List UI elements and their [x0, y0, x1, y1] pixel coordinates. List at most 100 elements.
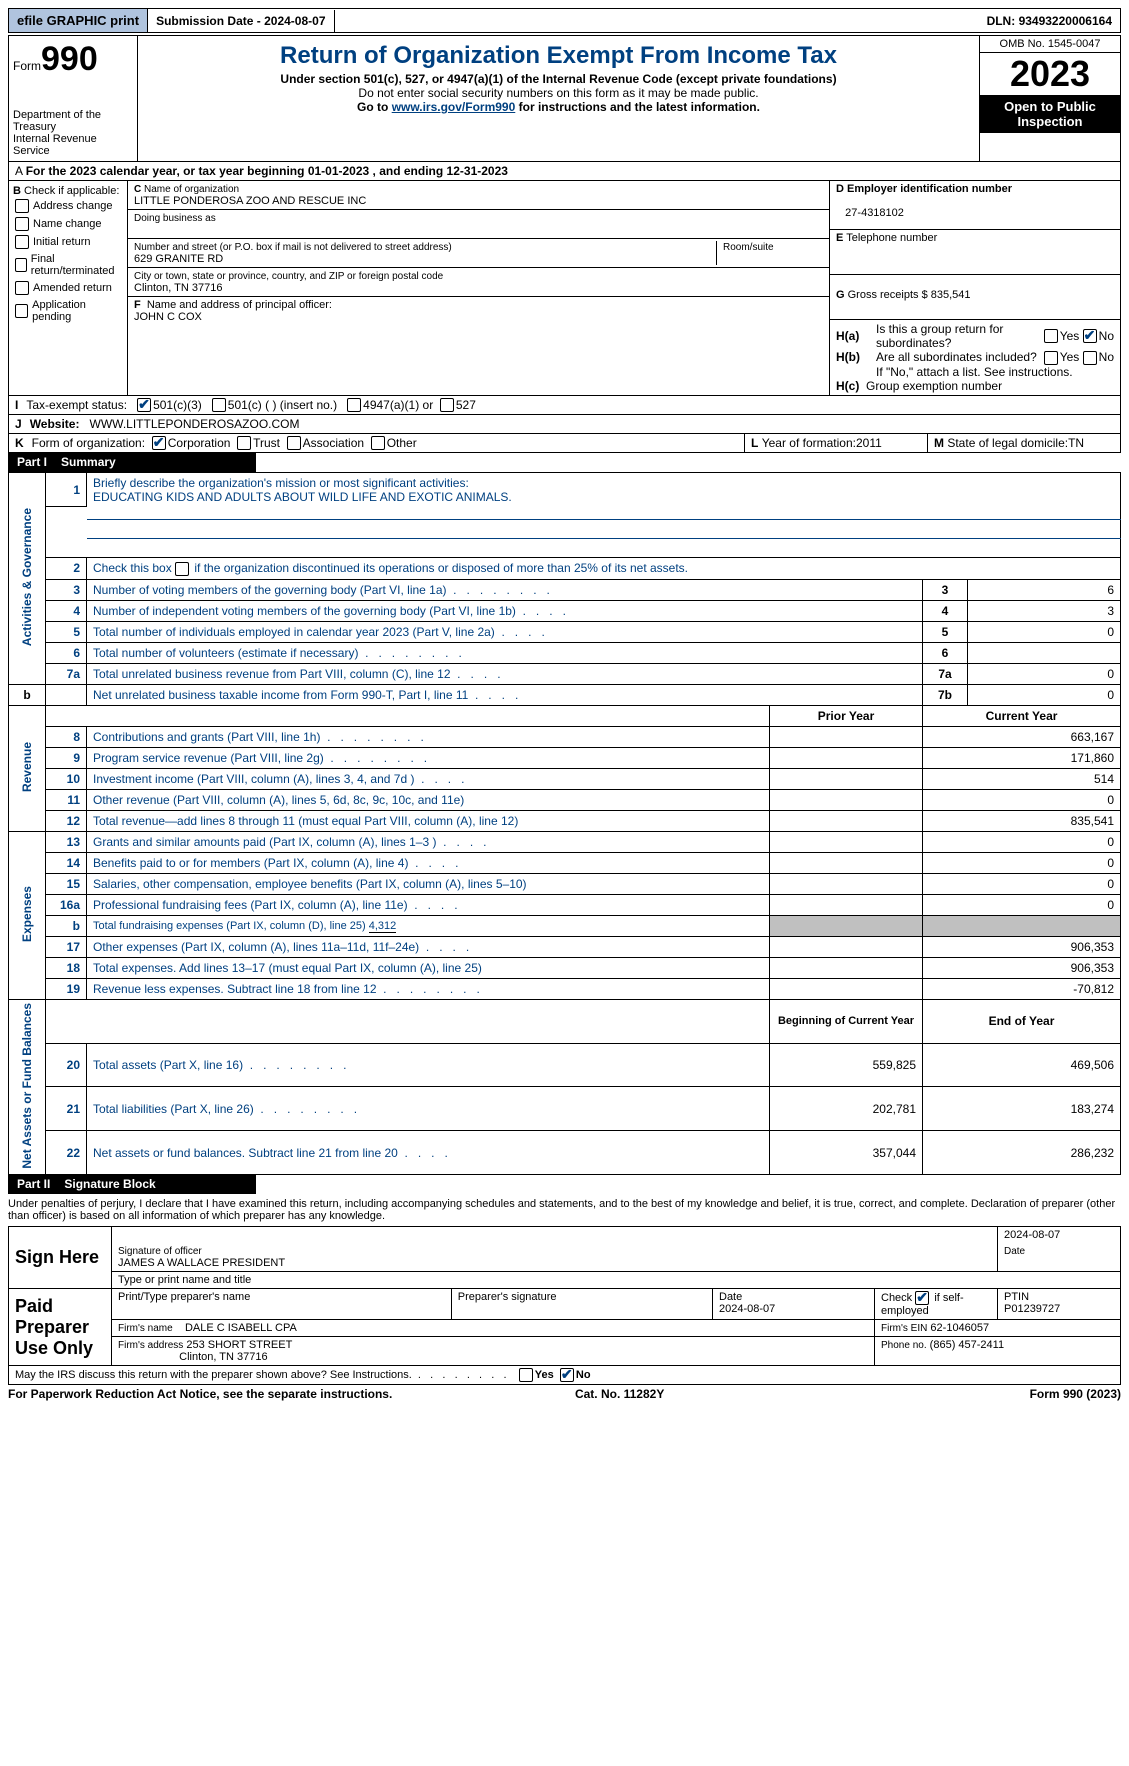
checkbox-icon[interactable] — [175, 562, 189, 576]
checkbox-icon[interactable] — [152, 436, 166, 450]
row-15: 15Salaries, other compensation, employee… — [9, 873, 1121, 894]
tax-year: 2023 — [980, 53, 1120, 95]
f-letter: F — [134, 299, 141, 311]
pdate: 2024-08-07 — [719, 1303, 775, 1315]
dept-line1: Department of the Treasury — [13, 109, 133, 133]
row-11: 11Other revenue (Part VIII, column (A), … — [9, 789, 1121, 810]
checkbox-icon[interactable] — [560, 1368, 574, 1382]
r8-val: 663,167 — [923, 726, 1121, 747]
r17-desc: Other expenses (Part IX, column (A), lin… — [93, 940, 419, 954]
dba-box: Doing business as — [128, 210, 829, 239]
omb-number: OMB No. 1545-0047 — [980, 36, 1120, 53]
form-id: Form990 Department of the Treasury Inter… — [9, 36, 138, 161]
faddr-label: Firm's address — [118, 1340, 183, 1351]
checkbox-icon[interactable] — [347, 398, 361, 412]
r7b-desc: Net unrelated business taxable income fr… — [93, 688, 468, 702]
ha-letter: H(a) — [836, 329, 859, 343]
row-m: M State of legal domicile: TN — [928, 434, 1121, 453]
r18-val: 906,353 — [923, 957, 1121, 978]
row-20: 20Total assets (Part X, line 16)559,8254… — [9, 1043, 1121, 1087]
opt-name: Name change — [33, 218, 102, 230]
faddr1: 253 SHORT STREET — [186, 1339, 292, 1351]
hdr-boy: Beginning of Current Year — [770, 999, 923, 1043]
k-letter: K — [15, 436, 24, 450]
i-label: Tax-exempt status: — [26, 398, 127, 412]
checkbox-icon[interactable] — [1044, 351, 1058, 365]
chk-name-change[interactable]: Name change — [13, 215, 123, 233]
c-letter: C — [134, 184, 141, 195]
check-label: Check — [881, 1292, 912, 1304]
i-501c: 501(c) ( ) (insert no.) — [228, 398, 337, 412]
faddr2: Clinton, TN 37716 — [179, 1351, 267, 1363]
row-1: Activities & Governance 1 Briefly descri… — [9, 472, 1121, 507]
r10-desc: Investment income (Part VIII, column (A)… — [93, 772, 414, 786]
r21-val: 183,274 — [923, 1087, 1121, 1131]
r20-desc: Total assets (Part X, line 16) — [93, 1058, 243, 1072]
row-18: 18Total expenses. Add lines 13–17 (must … — [9, 957, 1121, 978]
checkbox-icon[interactable] — [212, 398, 226, 412]
phone-label: Telephone number — [846, 232, 937, 244]
dln-label: DLN: — [987, 14, 1019, 28]
r17-val: 906,353 — [923, 936, 1121, 957]
r22-desc: Net assets or fund balances. Subtract li… — [93, 1146, 398, 1160]
title-sub3: Go to www.irs.gov/Form990 for instructio… — [142, 100, 975, 114]
row-hdr1: Revenue Prior Year Current Year — [9, 705, 1121, 726]
chk-initial-return[interactable]: Initial return — [13, 233, 123, 251]
a-mid: , and ending — [369, 164, 446, 178]
dln: DLN: 93493220006164 — [979, 10, 1120, 32]
l-val: 2011 — [856, 436, 882, 450]
checkbox-icon[interactable] — [1083, 351, 1097, 365]
org-name: LITTLE PONDEROSA ZOO AND RESCUE INC — [134, 195, 366, 207]
k-corp: Corporation — [168, 436, 231, 450]
part1-table: Activities & Governance 1 Briefly descri… — [8, 472, 1121, 1175]
m-letter: M — [934, 436, 944, 450]
checkbox-icon[interactable] — [1044, 329, 1058, 343]
r21-p: 202,781 — [770, 1087, 923, 1131]
opt-final: Final return/terminated — [31, 253, 121, 277]
row-4: 4Number of independent voting members of… — [9, 600, 1121, 621]
r19-desc: Revenue less expenses. Subtract line 18 … — [93, 982, 377, 996]
row-8: 8Contributions and grants (Part VIII, li… — [9, 726, 1121, 747]
top-bar: efile GRAPHIC print Submission Date - 20… — [8, 8, 1121, 33]
foot-mid: Cat. No. 11282Y — [575, 1387, 664, 1401]
checkbox-icon — [15, 258, 27, 272]
efile-print-button[interactable]: efile GRAPHIC print — [9, 9, 148, 32]
checkbox-icon[interactable] — [287, 436, 301, 450]
checkbox-icon[interactable] — [440, 398, 454, 412]
yes2: Yes — [1060, 350, 1080, 364]
part1-num: Part I — [17, 455, 47, 469]
chk-amended-return[interactable]: Amended return — [13, 279, 123, 297]
hb-label: Are all subordinates included? — [876, 350, 1044, 364]
row-2: 2 Check this box if the organization dis… — [9, 557, 1121, 579]
r16b-desc: Total fundraising expenses (Part IX, col… — [93, 920, 369, 932]
instructions-link[interactable]: www.irs.gov/Form990 — [392, 100, 516, 114]
chk-app-pending[interactable]: Application pending — [13, 297, 123, 325]
checkbox-icon[interactable] — [371, 436, 385, 450]
r5-val: 0 — [968, 621, 1121, 642]
part1-header: Part I Summary — [8, 453, 256, 472]
checkbox-icon[interactable] — [519, 1368, 533, 1382]
opt-initial: Initial return — [33, 236, 90, 248]
city-value: Clinton, TN 37716 — [134, 282, 222, 294]
checkbox-icon[interactable] — [915, 1291, 929, 1305]
r9-val: 171,860 — [923, 747, 1121, 768]
open-to-public: Open to Public Inspection — [980, 95, 1120, 133]
submission-value: 2024-08-07 — [264, 14, 325, 28]
goto-suffix: for instructions and the latest informat… — [515, 100, 760, 114]
checkbox-icon[interactable] — [237, 436, 251, 450]
row-klm: K Form of organization: Corporation Trus… — [8, 434, 1121, 453]
checkbox-icon[interactable] — [1083, 329, 1097, 343]
line1: Briefly describe the organization's miss… — [87, 472, 1121, 507]
nmay: No — [576, 1369, 591, 1381]
fein: 62-1046057 — [930, 1322, 989, 1334]
date-label: Date — [1004, 1246, 1025, 1257]
nt-label: Type or print name and title — [112, 1272, 1121, 1289]
r4-desc: Number of independent voting members of … — [93, 604, 516, 618]
city-box: City or town, state or province, country… — [128, 268, 829, 297]
chk-address-change[interactable]: Address change — [13, 197, 123, 215]
chk-final-return[interactable]: Final return/terminated — [13, 251, 123, 279]
checkbox-icon — [15, 281, 29, 295]
ein-label: Employer identification number — [847, 183, 1012, 195]
row-12: 12Total revenue—add lines 8 through 11 (… — [9, 810, 1121, 831]
checkbox-icon[interactable] — [137, 398, 151, 412]
